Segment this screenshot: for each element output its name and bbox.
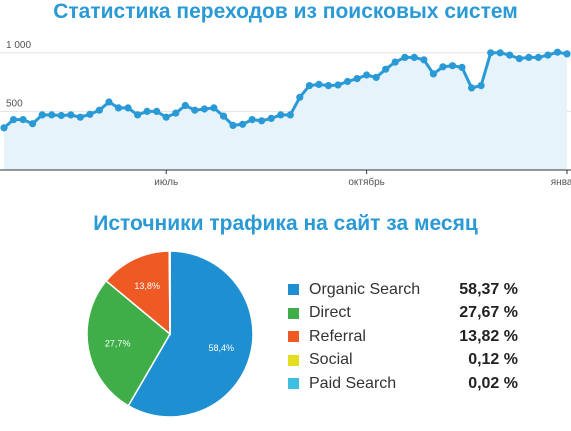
data-point xyxy=(267,114,275,122)
data-point xyxy=(410,53,418,61)
data-point xyxy=(95,106,103,114)
legend-label: Organic Search xyxy=(309,280,421,298)
legend-item: Paid Search 0,02 % xyxy=(288,372,518,396)
pie-slice-label: 27,7% xyxy=(105,338,131,348)
legend-item: Organic Search 58,37 % xyxy=(288,278,518,302)
data-point xyxy=(420,56,428,64)
data-point xyxy=(9,116,18,124)
data-point xyxy=(19,116,27,124)
data-point xyxy=(86,110,94,118)
data-point xyxy=(143,107,151,115)
data-point xyxy=(219,112,228,120)
legend-item: Referral 13,82 % xyxy=(288,325,518,349)
data-point xyxy=(439,63,447,71)
data-point xyxy=(515,55,523,63)
data-point xyxy=(496,49,504,57)
data-point xyxy=(525,53,533,61)
data-point xyxy=(563,50,571,58)
pie-chart-title: Источники трафика на сайт за месяц xyxy=(93,212,478,235)
x-tick-label: июль xyxy=(154,177,178,188)
pie-slice-label: 13,8% xyxy=(134,281,160,291)
data-point xyxy=(553,48,562,56)
legend-swatch xyxy=(288,331,299,343)
legend-value: 0,12 % xyxy=(468,351,518,369)
legend-value: 0,02 % xyxy=(468,374,518,392)
data-point xyxy=(477,82,485,90)
data-point xyxy=(76,113,84,121)
data-point xyxy=(534,53,543,61)
legend-swatch xyxy=(288,378,299,390)
data-point xyxy=(229,121,237,129)
data-point xyxy=(28,120,37,128)
legend-value: 58,37 % xyxy=(459,280,518,298)
data-point xyxy=(334,81,342,89)
y-tick-label: 500 xyxy=(6,98,23,109)
data-point xyxy=(506,51,514,59)
data-point xyxy=(181,101,189,110)
data-point xyxy=(124,104,132,112)
pie-slice xyxy=(86,279,171,407)
data-point xyxy=(105,98,113,106)
series-area xyxy=(4,52,567,171)
data-point xyxy=(239,120,247,128)
data-point xyxy=(363,71,371,79)
legend-item: Social 0,12 % xyxy=(288,349,518,373)
line-chart-title: Статистика переходов из поисковых систем xyxy=(53,0,518,23)
legend-item: Direct 27,67 % xyxy=(288,302,518,326)
legend-label: Paid Search xyxy=(309,374,397,392)
data-point xyxy=(544,51,552,59)
legend-swatch xyxy=(288,284,299,296)
data-point xyxy=(305,82,313,90)
pie-slice xyxy=(127,250,254,418)
data-point xyxy=(458,63,466,71)
data-point xyxy=(324,82,332,90)
legend-value: 13,82 % xyxy=(459,327,518,345)
data-point xyxy=(296,93,304,101)
data-point xyxy=(353,75,361,83)
data-point xyxy=(67,111,75,119)
legend-value: 27,67 % xyxy=(459,304,518,322)
data-point xyxy=(200,105,208,113)
data-point xyxy=(286,111,294,119)
data-point xyxy=(277,111,285,119)
data-point xyxy=(38,111,46,119)
legend-label: Referral xyxy=(309,327,366,345)
pie-slice-label: 58,4% xyxy=(209,343,235,353)
data-point xyxy=(48,111,56,119)
legend-label: Direct xyxy=(309,304,351,322)
data-point xyxy=(248,116,256,124)
pie-chart: 58,4% 27,7% 13,8% xyxy=(86,250,254,418)
data-point xyxy=(487,49,495,57)
data-point xyxy=(343,77,352,86)
data-point xyxy=(429,70,437,78)
x-tick-label: январь xyxy=(551,177,571,188)
pie-slice xyxy=(105,250,171,336)
data-point xyxy=(401,53,409,61)
data-point xyxy=(210,104,218,112)
data-point xyxy=(162,113,170,121)
data-point xyxy=(191,106,199,114)
data-point xyxy=(258,117,266,125)
data-point xyxy=(372,73,380,81)
pie-legend: Organic Search 58,37 % Direct 27,67 % Referr… xyxy=(288,278,518,396)
data-point xyxy=(172,109,180,117)
data-point xyxy=(114,104,123,112)
x-tick-label: октябрь xyxy=(348,176,385,188)
data-point xyxy=(134,111,142,119)
data-point xyxy=(0,124,8,132)
data-point xyxy=(153,107,161,115)
data-point xyxy=(315,80,323,88)
line-chart: 500 1 000 июль октябрь январь xyxy=(0,40,571,188)
data-point xyxy=(391,58,399,66)
y-tick-label: 1 000 xyxy=(6,40,31,51)
data-point xyxy=(382,65,390,73)
data-point xyxy=(57,111,65,120)
legend-swatch xyxy=(288,354,299,366)
legend-label: Social xyxy=(309,351,353,369)
data-point xyxy=(468,84,476,92)
legend-swatch xyxy=(288,307,299,319)
data-point xyxy=(448,62,457,70)
